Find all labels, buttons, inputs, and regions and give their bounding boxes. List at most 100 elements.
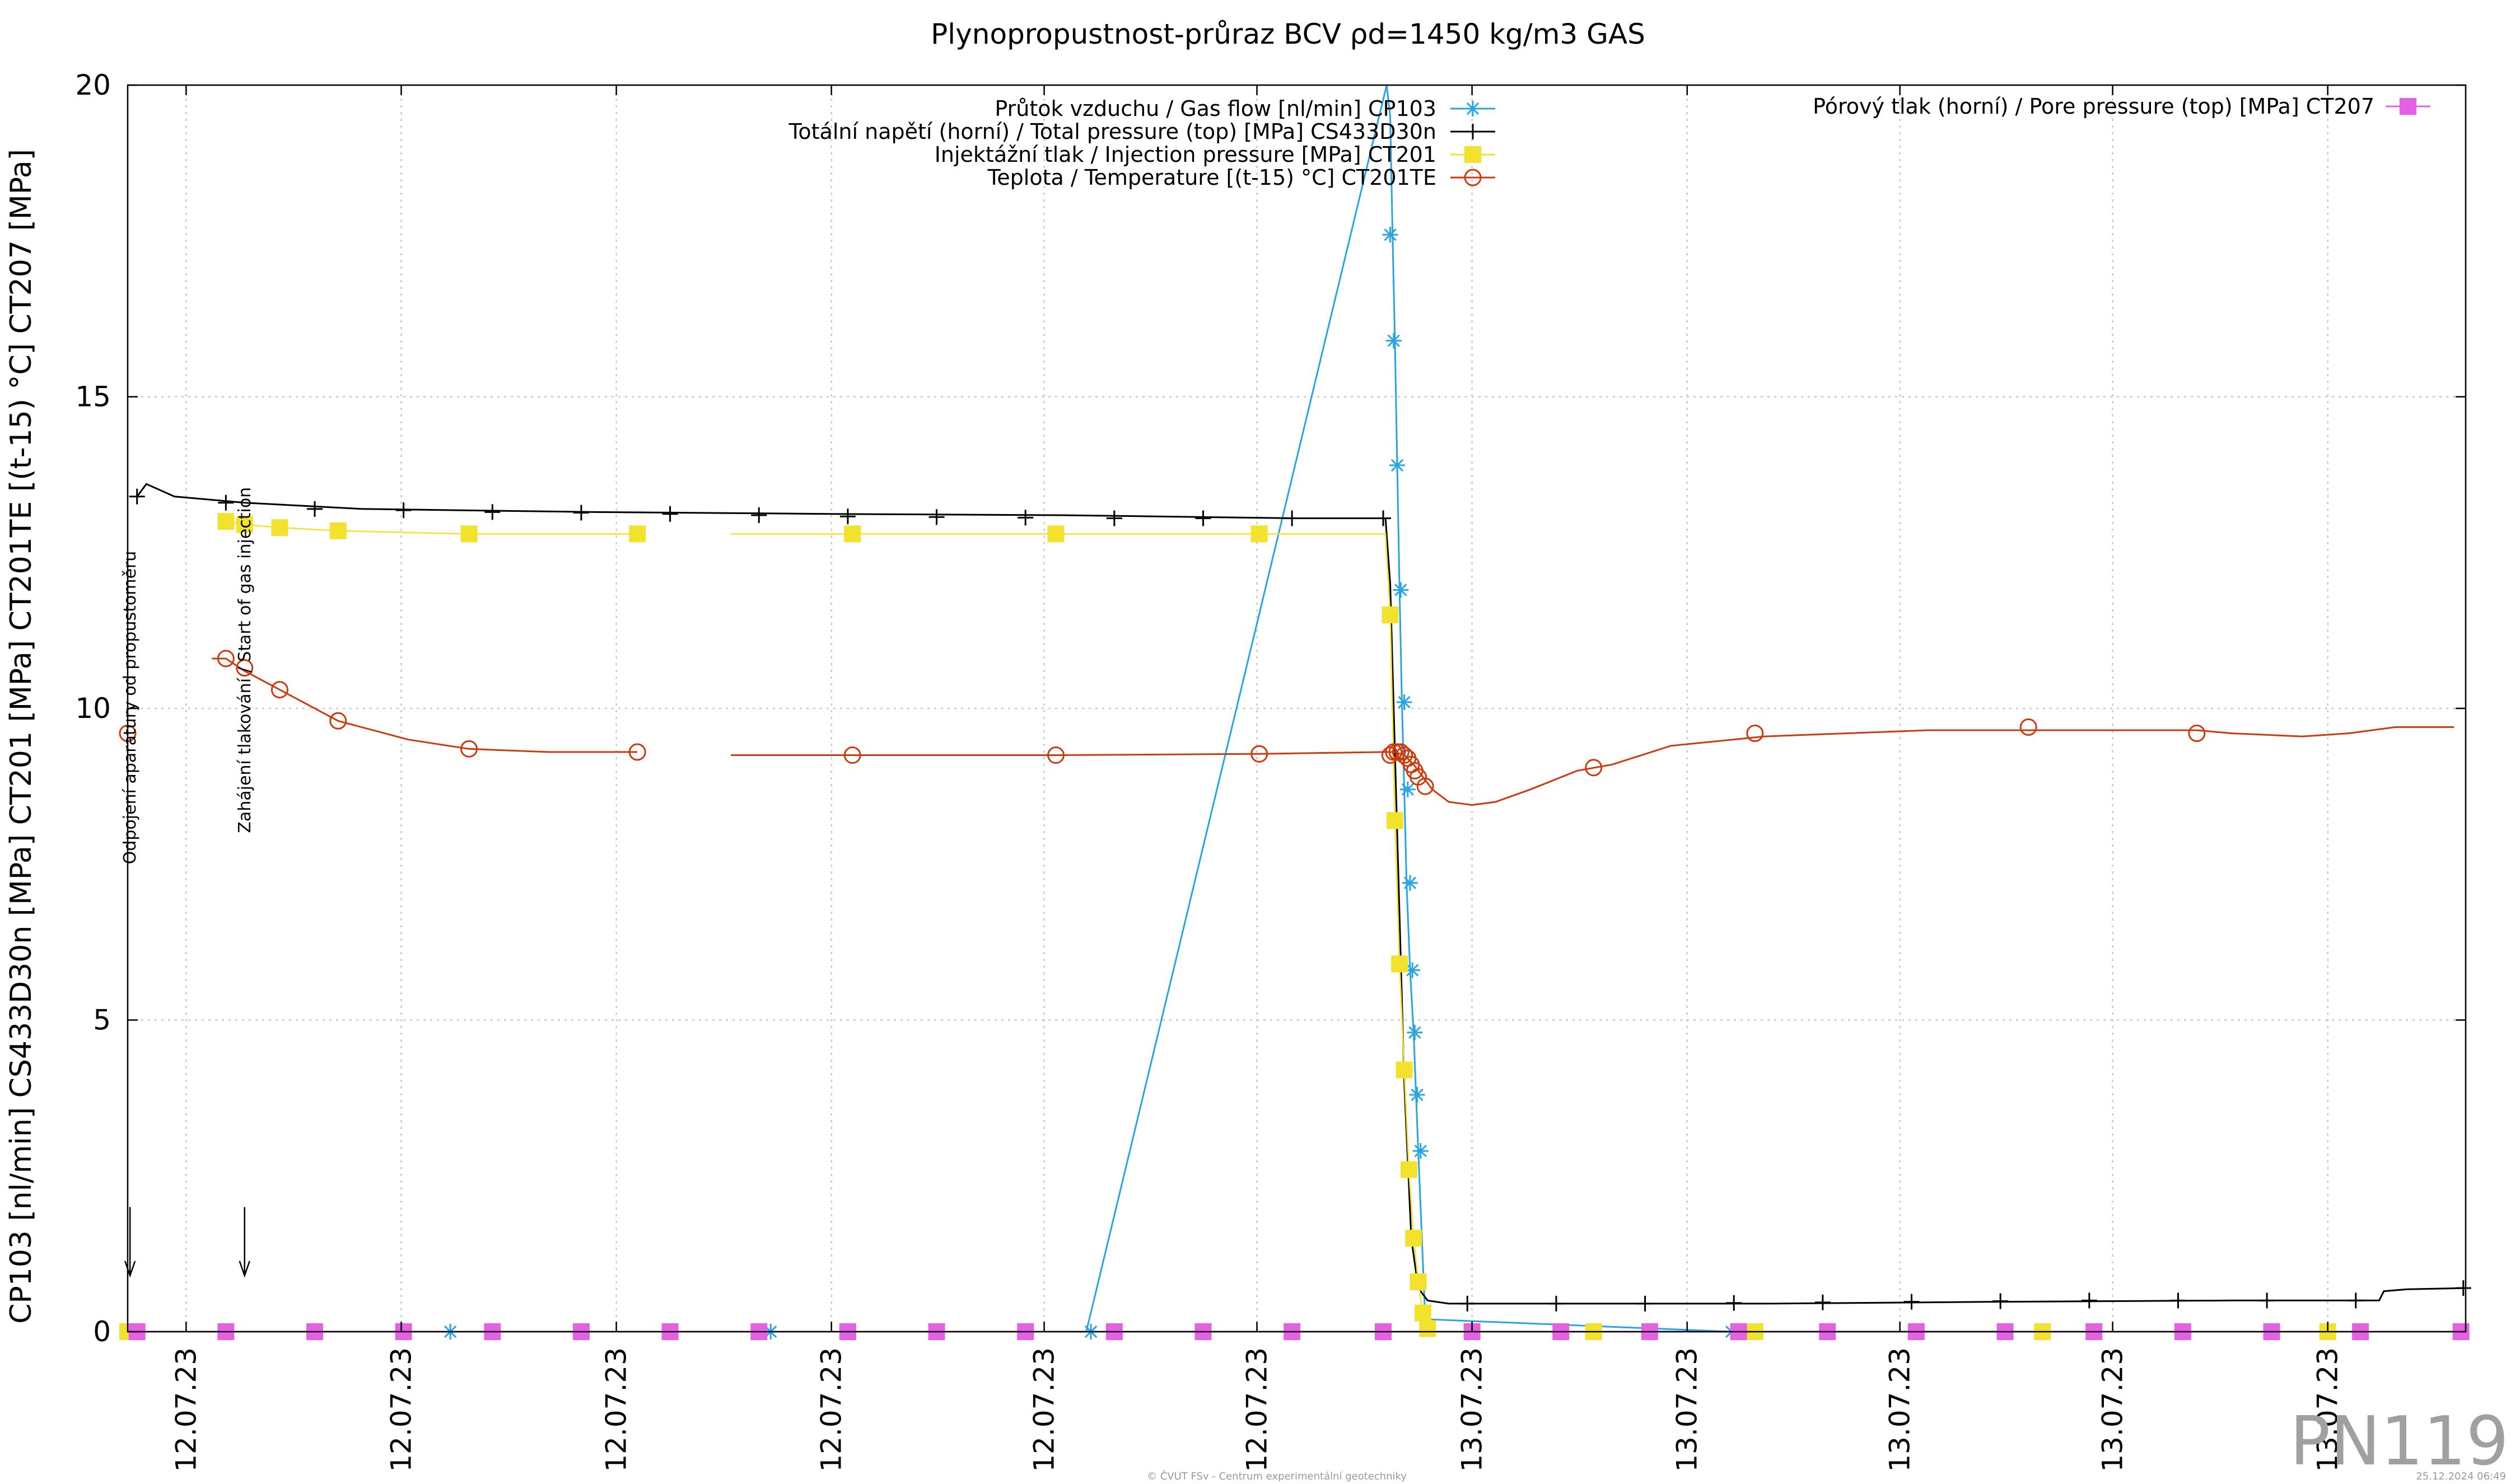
square-marker: [236, 516, 253, 533]
star-marker: [1412, 1143, 1429, 1159]
annotation-text: Zahájení tlakování / Start of gas inject…: [235, 487, 255, 833]
x-tick-label: 12.07.23: [385, 1347, 417, 1472]
circle-marker: [270, 681, 288, 699]
square-marker: [329, 522, 347, 539]
plus-marker: [839, 508, 856, 525]
plus-marker: [129, 488, 145, 505]
annotation-0: Odpojení aparatury od propustoměru: [120, 551, 140, 1278]
x-tick-label: 12.07.23: [1028, 1347, 1061, 1472]
star-marker: [1407, 1024, 1423, 1040]
square-marker: [629, 525, 646, 543]
circle-marker: [329, 712, 347, 730]
plus-marker: [2170, 1292, 2186, 1309]
x-tick-label: 13.07.23: [1884, 1347, 1916, 1472]
legend-item-1: Totální napětí (horní) / Total pressure …: [788, 119, 1495, 144]
y-tick-label: 10: [75, 692, 111, 725]
plus-marker: [1903, 1294, 1920, 1310]
y-tick-label: 5: [93, 1004, 111, 1037]
x-tick-label: 13.07.23: [2312, 1347, 2344, 1472]
plus-marker: [2259, 1292, 2275, 1309]
plus-marker: [1637, 1295, 1653, 1312]
chart-title: Plynopropustnost-průraz BCV ρd=1450 kg/m…: [931, 18, 1645, 50]
legend-item-3: Teplota / Temperature [(t-15) °C] CT201T…: [987, 165, 1495, 190]
legend-item-0: Průtok vzduchu / Gas flow [nl/min] CP103: [995, 96, 1495, 121]
square-marker: [1386, 812, 1403, 829]
x-tick-label: 13.07.23: [2097, 1347, 2129, 1472]
plus-marker: [395, 502, 412, 519]
annotation-arrow: [124, 1207, 136, 1278]
circle-marker: [1464, 169, 1482, 186]
star-marker: [1393, 582, 1409, 598]
square-marker: [1391, 955, 1408, 973]
circle-marker: [1047, 746, 1065, 764]
star-marker: [1396, 694, 1412, 710]
legend: Průtok vzduchu / Gas flow [nl/min] CP103…: [788, 94, 2430, 190]
annotation-arrow: [239, 1207, 250, 1278]
square-marker: [1419, 1320, 1436, 1337]
plus-marker: [1814, 1294, 1831, 1310]
series-markers-1: [129, 488, 2471, 1312]
circle-marker: [1250, 745, 1268, 763]
y-tick-label: 15: [75, 381, 111, 413]
star-marker: [1385, 333, 1402, 349]
plus-marker: [2348, 1292, 2364, 1309]
circle-marker: [843, 746, 861, 764]
x-tick-label: 13.07.23: [1456, 1347, 1488, 1472]
legend-label: Totální napětí (horní) / Total pressure …: [788, 119, 1436, 144]
legend-item-2: Injektážní tlak / Injection pressure [MP…: [935, 142, 1495, 167]
circle-marker: [1585, 759, 1603, 777]
star-marker: [1389, 457, 1406, 473]
square-marker: [1414, 1304, 1431, 1322]
annotations: Odpojení aparatury od propustoměru Zaháje…: [120, 487, 255, 1278]
star-marker: [1382, 227, 1398, 243]
square-marker: [1047, 525, 1065, 543]
x-tick-label: 13.07.23: [1671, 1347, 1704, 1472]
plus-marker: [1018, 510, 1034, 526]
square-marker: [1464, 146, 1481, 163]
star-marker: [1399, 781, 1416, 797]
annotation-1: Zahájení tlakování / Start of gas inject…: [235, 487, 255, 1278]
y-axis-label: CP103 [nl/min] CS433D30n [MPa] CT201 [MP…: [4, 149, 38, 1324]
circle-marker: [217, 650, 235, 668]
footer-timestamp: 25.12.2024 06:49: [2416, 1471, 2506, 1482]
circle-marker: [2188, 725, 2206, 743]
plus-marker: [751, 507, 767, 523]
star-marker: [1404, 962, 1421, 978]
square-marker: [2400, 98, 2416, 115]
legend-label: Průtok vzduchu / Gas flow [nl/min] CP103: [995, 96, 1436, 121]
plus-marker: [2455, 1280, 2471, 1296]
y-tick-label: 20: [75, 69, 111, 101]
x-tick-label: 12.07.23: [815, 1347, 848, 1472]
circle-marker: [1416, 777, 1434, 795]
plus-marker: [307, 501, 323, 517]
square-marker: [1396, 1061, 1413, 1079]
plus-marker: [1195, 510, 1211, 526]
legend-label: Injektážní tlak / Injection pressure [MP…: [935, 142, 1436, 167]
square-marker: [271, 519, 288, 536]
circle-marker: [2019, 718, 2037, 736]
star-marker: [1402, 875, 1418, 891]
square-marker: [460, 525, 478, 543]
plus-marker: [1459, 1295, 1476, 1312]
circle-marker: [460, 740, 478, 758]
square-marker: [1410, 1273, 1427, 1290]
plus-marker: [573, 505, 589, 521]
device-badge: PN119: [2290, 1403, 2509, 1481]
annotation-text: Odpojení aparatury od propustoměru: [120, 551, 140, 865]
square-marker: [1250, 525, 1268, 543]
plus-marker: [484, 504, 501, 520]
square-marker: [1400, 1161, 1417, 1178]
plus-marker: [1106, 510, 1122, 526]
plus-marker: [1726, 1295, 1742, 1311]
circle-marker: [628, 743, 646, 761]
legend-label: Teplota / Temperature [(t-15) °C] CT201T…: [987, 165, 1436, 190]
plus-marker: [1375, 510, 1391, 526]
legend-label: Pórový tlak (horní) / Pore pressure (top…: [1813, 94, 2374, 119]
x-tick-label: 12.07.23: [600, 1347, 633, 1472]
plus-marker: [218, 494, 234, 511]
footer-copyright: © ČVUT FSv - Centrum experimentální geot…: [1147, 1470, 1407, 1482]
square-marker: [1382, 606, 1399, 624]
square-marker: [217, 513, 235, 530]
